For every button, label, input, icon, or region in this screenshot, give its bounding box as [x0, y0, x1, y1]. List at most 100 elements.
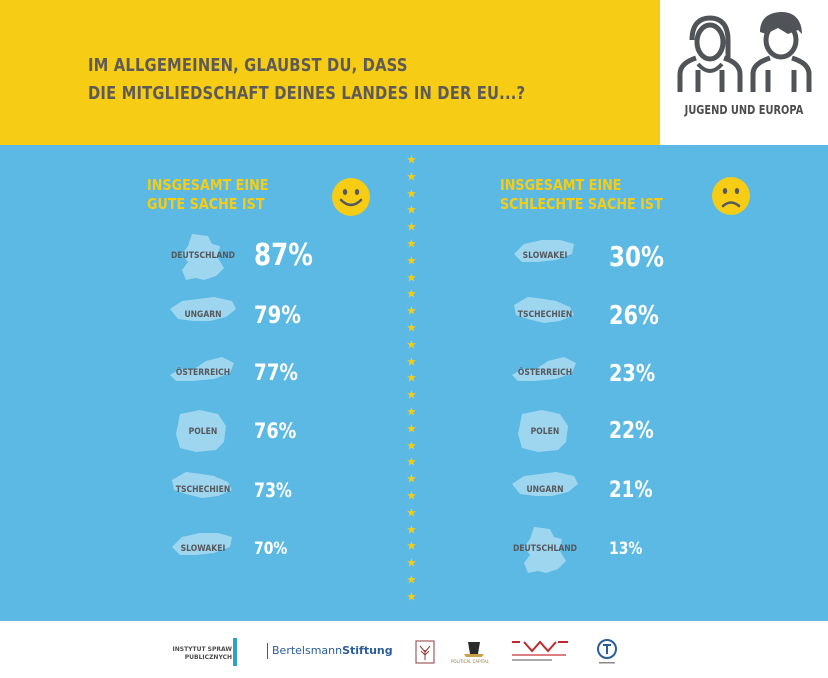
star-icon: [407, 423, 416, 433]
chart-row: SLOWAKEI 70%: [168, 525, 498, 575]
star-icon: [407, 188, 416, 198]
star-icon: [407, 407, 416, 416]
bertelsmann-stiftung: Stiftung: [342, 644, 393, 657]
country-shape-icon: [518, 409, 568, 452]
isp-logo-text: INSTYTUT SPRAW PUBLICZNYCH: [172, 646, 233, 662]
isp-line-1: INSTYTUT SPRAW: [172, 646, 233, 653]
chart-row: POLEN 22%: [510, 408, 828, 458]
chart-row: TSCHECHIEN 26%: [510, 291, 828, 341]
star-icon: [407, 205, 416, 215]
question-line-2: DIE MITGLIEDSCHAFT DEINES LANDES IN DER …: [88, 83, 526, 104]
star-icon: [407, 323, 416, 332]
chart-row: SLOWAKEI 30%: [510, 232, 828, 282]
country-shape-icon: [514, 240, 574, 262]
percent-label: 26%: [609, 299, 659, 330]
chart-row: DEUTSCHLAND 87%: [168, 232, 498, 282]
institute-tree-logo-icon: [415, 640, 435, 664]
star-icon: [407, 558, 416, 567]
isp-logo-bar: [233, 638, 237, 666]
youth-people-icon: [677, 12, 812, 92]
star-icon: [407, 306, 416, 315]
star-icon: [407, 457, 416, 467]
left-title-line-1: INSGESAMT EINE: [147, 176, 269, 194]
country-label: DEUTSCHLAND: [512, 543, 578, 554]
iwm-logo-icon: [512, 640, 568, 661]
country-shape-icon: [512, 472, 578, 496]
star-icon: [407, 339, 416, 349]
star-icon: [407, 507, 416, 517]
chart-row: UNGARN 21%: [510, 466, 828, 516]
star-icon: [407, 272, 416, 282]
percent-label: 73%: [254, 479, 292, 503]
country-shape-icon: [176, 409, 226, 452]
percent-label: 79%: [254, 300, 301, 329]
political-capital-text: POLITICAL CAPITAL: [451, 659, 489, 664]
country-label: SLOWAKEI: [522, 251, 568, 261]
star-icon: [407, 440, 416, 450]
percent-label: 77%: [254, 360, 298, 387]
star-icon: [407, 239, 416, 248]
left-title-line-2: GUTE SACHE IST: [147, 195, 265, 213]
chart-panel: [0, 145, 828, 621]
country-shape-icon: [170, 296, 236, 321]
brand-title: JUGEND UND EUROPA: [684, 103, 804, 117]
star-icon: [407, 524, 416, 534]
country-label: TSCHECHIEN: [175, 485, 231, 495]
star-icon: [407, 591, 416, 601]
percent-label: 13%: [609, 538, 643, 559]
smiley-happy-icon: [332, 178, 370, 216]
header-banner: IM ALLGEMEINEN, GLAUBST DU, DASS DIE MIT…: [0, 0, 660, 145]
country-label: ÖSTERREICH: [175, 368, 231, 378]
left-chart-title: INSGESAMT EINE GUTE SACHE IST: [147, 176, 268, 214]
isp-line-2: PUBLICZNYCH: [184, 654, 232, 661]
country-label: DEUTSCHLAND: [170, 251, 236, 261]
country-label: POLEN: [188, 426, 218, 437]
right-chart-title: INSGESAMT EINE SCHLECHTE SACHE IST: [500, 176, 663, 214]
country-label: UNGARN: [184, 309, 222, 320]
country-label: SLOWAKEI: [180, 543, 226, 554]
country-label: POLEN: [530, 426, 560, 437]
right-title-line-2: SCHLECHTE SACHE IST: [500, 195, 663, 213]
chart-row: ÖSTERREICH 23%: [510, 349, 828, 399]
star-icon: [407, 373, 416, 383]
footer-logos: INSTYTUT SPRAW PUBLICZNYCH BertelsmannSt…: [0, 621, 828, 678]
percent-label: 76%: [254, 419, 297, 445]
brand-box: JUGEND UND EUROPA: [660, 0, 828, 145]
percent-label: 22%: [609, 418, 654, 445]
country-label: ÖSTERREICH: [517, 368, 573, 378]
star-icon: [407, 171, 416, 181]
star-icon: [407, 222, 416, 231]
percent-label: 30%: [609, 239, 664, 273]
chart-row: TSCHECHIEN 73%: [168, 466, 498, 516]
star-icon: [407, 541, 416, 551]
bertelsmann-divider: [267, 643, 268, 659]
star-icon: [407, 255, 416, 265]
country-label: UNGARN: [526, 485, 564, 495]
star-icon: [407, 289, 416, 299]
question-line-1: IM ALLGEMEINEN, GLAUBST DU, DASS: [88, 55, 408, 76]
star-icon: [407, 155, 416, 164]
bertelsmann-name: Bertelsmann: [272, 644, 343, 657]
star-icon: [407, 356, 416, 366]
bertelsmann-logo: BertelsmannStiftung: [272, 644, 393, 657]
country-shape-icon: [514, 296, 574, 323]
country-shape-icon: [172, 472, 232, 498]
star-icon: [407, 575, 416, 584]
percent-label: 23%: [609, 359, 656, 388]
country-shape-icon: [172, 532, 232, 555]
chart-row: DEUTSCHLAND 13%: [510, 525, 828, 575]
smiley-sad-icon: [712, 177, 750, 215]
star-icon: [407, 491, 416, 500]
star-icon: [407, 474, 416, 483]
percent-label: 21%: [609, 477, 653, 504]
star-icon: [407, 390, 416, 399]
country-shape-icon: [512, 357, 576, 381]
percent-label: 87%: [254, 238, 313, 274]
university-logo-icon: [597, 639, 617, 664]
political-capital-logo-icon: [464, 642, 484, 657]
chart-row: UNGARN 79%: [168, 291, 498, 341]
country-shape-icon: [182, 234, 224, 280]
percent-label: 70%: [254, 538, 288, 559]
country-shape-icon: [524, 526, 566, 573]
country-label: TSCHECHIEN: [517, 309, 573, 320]
